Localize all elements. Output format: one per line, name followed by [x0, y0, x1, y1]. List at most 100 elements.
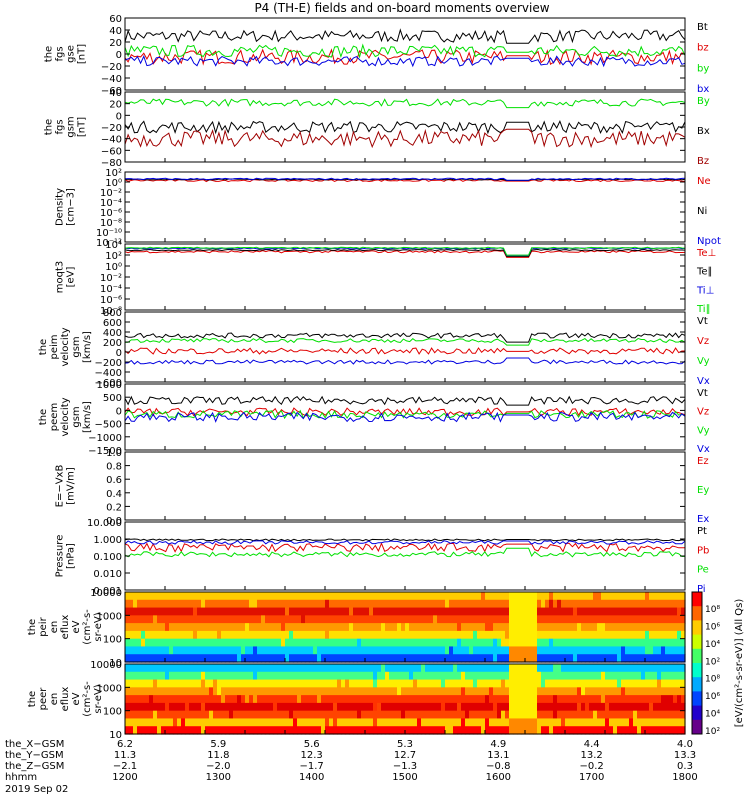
heatmap-cell	[269, 726, 274, 735]
heatmap-cell	[153, 615, 158, 624]
heatmap-cell	[541, 607, 546, 616]
y-axis-label: (cm²-s-	[82, 681, 93, 717]
heatmap-cell	[349, 710, 354, 720]
heatmap-cell	[173, 615, 178, 624]
heatmap-cell	[181, 718, 186, 727]
heatmap-cell	[501, 726, 506, 735]
heatmap-cell	[533, 710, 538, 720]
heatmap-cell	[173, 679, 178, 688]
heatmap-cell	[333, 623, 338, 632]
heatmap-cell	[473, 638, 478, 648]
heatmap-cell	[389, 726, 394, 735]
y-axis-label: the	[27, 619, 38, 635]
heatmap-cell	[633, 607, 638, 616]
heatmap-cell	[269, 638, 274, 648]
heatmap-cell	[361, 607, 366, 616]
heatmap-cell	[209, 615, 214, 624]
heatmap-cell	[253, 615, 258, 624]
heatmap-cell	[213, 671, 218, 681]
heatmap-cell	[305, 702, 310, 712]
heatmap-cell	[533, 592, 538, 601]
heatmap-cell	[261, 695, 266, 704]
heatmap-cell	[545, 679, 550, 688]
heatmap-cell	[573, 599, 578, 609]
heatmap-cell	[413, 671, 418, 681]
y-axis-label: Pressure	[55, 535, 66, 578]
heatmap-cell	[573, 695, 578, 704]
heatmap-cell	[569, 607, 574, 616]
heatmap-cell	[281, 646, 286, 655]
heatmap-cell	[621, 702, 626, 712]
heatmap-cell	[313, 695, 318, 704]
heatmap-cell	[657, 695, 662, 704]
heatmap-cell	[533, 718, 538, 727]
heatmap-cell	[289, 664, 294, 673]
heatmap-cell	[397, 671, 402, 681]
heatmap-cell	[305, 664, 310, 673]
heatmap-cell	[529, 726, 534, 735]
heatmap-cell	[161, 592, 166, 601]
heatmap-cell	[161, 695, 166, 704]
heatmap-cell	[125, 607, 130, 616]
heatmap-cell	[229, 630, 234, 640]
legend-Bt: Bt	[697, 22, 708, 33]
heatmap-cell	[281, 638, 286, 648]
heatmap-cell	[357, 702, 362, 712]
heatmap-cell	[681, 615, 686, 624]
heatmap-cell	[645, 695, 650, 704]
heatmap-cell	[561, 695, 566, 704]
legend-Ti∥: Ti∥	[696, 304, 711, 315]
heatmap-cell	[205, 687, 210, 696]
heatmap-cell	[561, 671, 566, 681]
heatmap-cell	[589, 687, 594, 696]
heatmap-cell	[613, 592, 618, 601]
heatmap-cell	[625, 638, 630, 648]
heatmap-cell	[609, 630, 614, 640]
heatmap-cell	[453, 654, 458, 663]
heatmap-cell	[329, 607, 334, 616]
heatmap-cell	[625, 646, 630, 655]
heatmap-cell	[265, 718, 270, 727]
heatmap-cell	[217, 623, 222, 632]
heatmap-cell	[541, 599, 546, 609]
heatmap-cell	[133, 646, 138, 655]
heatmap-cell	[365, 599, 370, 609]
heatmap-cell	[257, 718, 262, 727]
heatmap-cell	[597, 654, 602, 663]
heatmap-cell	[497, 671, 502, 681]
heatmap-cell	[157, 671, 162, 681]
heatmap-cell	[521, 646, 526, 655]
heatmap-cell	[593, 638, 598, 648]
heatmap-cell	[637, 638, 642, 648]
heatmap-cell	[365, 654, 370, 663]
heatmap-cell	[601, 592, 606, 601]
heatmap-cell	[281, 718, 286, 727]
heatmap-cell	[549, 664, 554, 673]
heatmap-cell	[481, 623, 486, 632]
heatmap-cell	[409, 599, 414, 609]
heatmap-cell	[125, 679, 130, 688]
heatmap-cell	[469, 710, 474, 720]
heatmap-cell	[345, 607, 350, 616]
heatmap-cell	[177, 599, 182, 609]
heatmap-cell	[633, 638, 638, 648]
heatmap-cell	[325, 664, 330, 673]
y-tick-label: −60	[101, 146, 122, 157]
heatmap-cell	[221, 615, 226, 624]
heatmap-cell	[509, 664, 514, 673]
y-tick-label: 0	[116, 111, 122, 122]
heatmap-cell	[445, 638, 450, 648]
heatmap-cell	[489, 599, 494, 609]
heatmap-cell	[533, 646, 538, 655]
heatmap-cell	[641, 615, 646, 624]
heatmap-cell	[565, 592, 570, 601]
heatmap-cell	[653, 679, 658, 688]
heatmap-cell	[633, 646, 638, 655]
heatmap-cell	[577, 630, 582, 640]
heatmap-cell	[193, 599, 198, 609]
heatmap-cell	[137, 607, 142, 616]
heatmap-cell	[441, 695, 446, 704]
heatmap-cell	[341, 638, 346, 648]
heatmap-cell	[169, 615, 174, 624]
heatmap-cell	[265, 671, 270, 681]
